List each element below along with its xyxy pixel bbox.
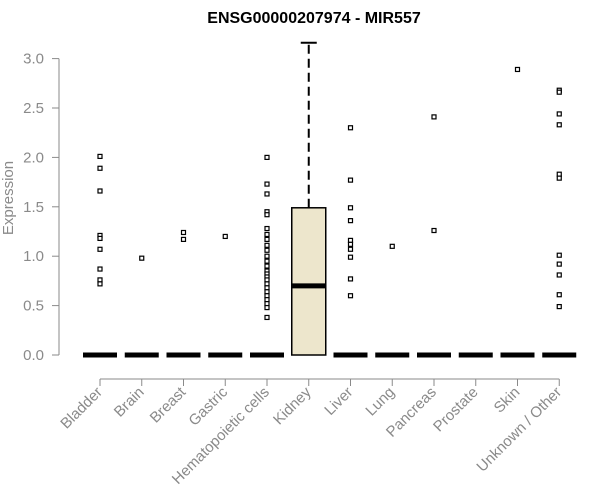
box-liver xyxy=(333,125,368,358)
outlier-point xyxy=(556,111,562,117)
outlier-point xyxy=(180,236,187,243)
box-skin xyxy=(500,66,535,358)
outlier-point xyxy=(264,225,270,232)
outlier-point xyxy=(222,233,228,240)
outlier-point xyxy=(347,241,354,247)
outlier-point xyxy=(556,175,562,181)
outlier-point xyxy=(556,303,562,310)
outlier-point xyxy=(556,292,562,298)
outlier-point xyxy=(347,125,354,131)
outlier-point xyxy=(264,154,270,160)
outlier-point xyxy=(264,258,270,264)
x-tick-label: Prostate xyxy=(430,384,482,436)
y-tick-label: 1.0 xyxy=(23,248,44,265)
outlier-point xyxy=(347,218,354,224)
box-brain xyxy=(124,255,159,358)
outlier-point xyxy=(97,246,103,252)
y-tick-label: 3.0 xyxy=(23,51,44,68)
outlier-point xyxy=(264,242,270,248)
outlier-point xyxy=(347,246,354,252)
outlier-point xyxy=(347,276,354,282)
box-bladder xyxy=(83,153,117,358)
y-axis-label: Expression xyxy=(0,161,17,235)
outlier-point xyxy=(431,227,437,234)
y-tick-label: 1.5 xyxy=(23,199,44,216)
chart-title: ENSG00000207974 - MIR557 xyxy=(207,10,421,27)
x-tick-label: Breast xyxy=(147,383,190,426)
outlier-point xyxy=(97,266,103,272)
outlier-point xyxy=(264,247,270,253)
outlier-point xyxy=(264,263,270,269)
outlier-point xyxy=(264,314,270,321)
y-tick-label: 2.5 xyxy=(23,100,44,117)
y-tick-label: 0.0 xyxy=(23,347,44,364)
y-tick-label: 0.5 xyxy=(23,298,44,315)
outlier-point xyxy=(556,89,562,95)
outlier-point xyxy=(556,122,562,128)
outlier-point xyxy=(264,236,270,243)
box-gastric xyxy=(208,233,243,358)
x-tick-label: Lung xyxy=(362,384,398,420)
outlier-point xyxy=(97,188,103,194)
outlier-point xyxy=(264,181,270,187)
box-body xyxy=(291,207,327,356)
outlier-point xyxy=(514,66,521,73)
outlier-point xyxy=(97,153,103,160)
x-tick-label: Bladder xyxy=(57,384,106,433)
outlier-point xyxy=(264,304,270,311)
outlier-point xyxy=(556,252,562,258)
box-kidney xyxy=(291,41,327,356)
box-hematopoietic-cells xyxy=(250,154,284,358)
outlier-point xyxy=(347,177,354,183)
y-ticks: 0.0 0.5 1.0 1.5 2.0 2.5 3.0 xyxy=(23,51,59,364)
outlier-point xyxy=(556,261,562,267)
outlier-point xyxy=(97,165,103,171)
outlier-point xyxy=(347,293,354,299)
outlier-point xyxy=(264,253,270,259)
box-breast xyxy=(166,229,201,358)
outlier-point xyxy=(264,212,270,218)
outlier-point xyxy=(431,114,437,120)
outlier-point xyxy=(347,254,354,260)
box-lung xyxy=(375,243,410,358)
outlier-point xyxy=(264,191,270,197)
outlier-point xyxy=(180,229,187,236)
outlier-point xyxy=(97,235,103,242)
outlier-point xyxy=(97,281,103,287)
x-tick-label: Liver xyxy=(321,384,356,419)
outlier-point xyxy=(264,231,270,238)
plot-area xyxy=(83,41,577,358)
outlier-point xyxy=(139,255,145,261)
box-pancreas xyxy=(417,114,451,358)
outlier-point xyxy=(347,205,354,211)
x-tick-label: Skin xyxy=(491,384,524,417)
x-tick-label: Brain xyxy=(111,384,148,421)
y-tick-label: 2.0 xyxy=(23,149,44,166)
outlier-point xyxy=(556,272,562,278)
box-unknown-other xyxy=(542,87,577,358)
outlier-point xyxy=(389,243,395,249)
x-tick-label: Kidney xyxy=(270,383,315,428)
